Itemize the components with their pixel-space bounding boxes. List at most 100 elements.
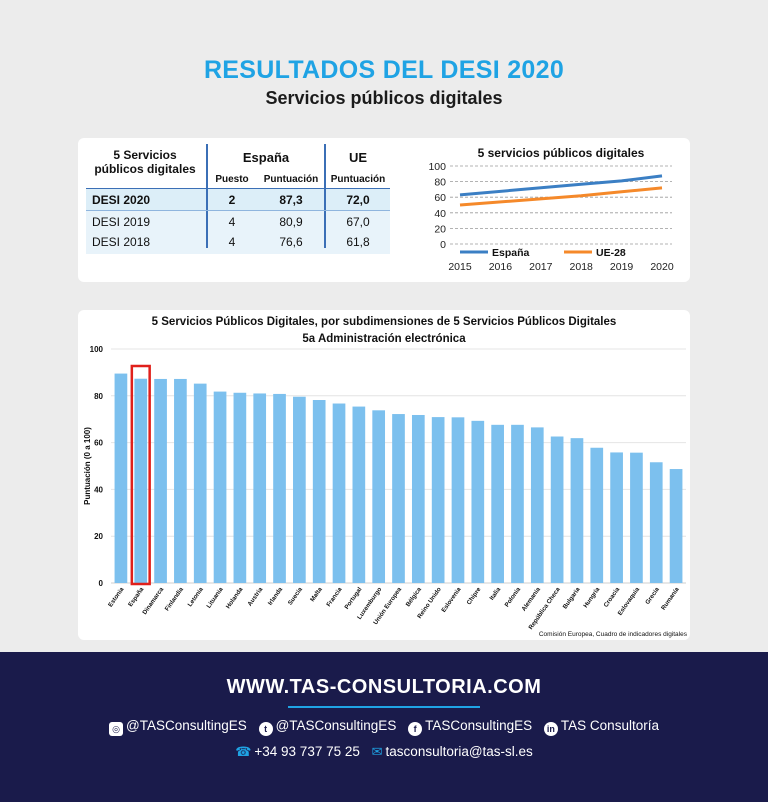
y-tick-label: 100 bbox=[428, 161, 446, 173]
facebook-icon: f bbox=[408, 722, 423, 736]
bar bbox=[530, 427, 544, 583]
facebook-handle: TASConsultingES bbox=[425, 718, 533, 733]
x-tick-label: Rumanía bbox=[660, 586, 681, 612]
y-tick-label: 60 bbox=[434, 192, 446, 204]
x-tick-label: Polonia bbox=[504, 586, 523, 609]
email-icon: ✉ bbox=[371, 744, 383, 759]
line-chart: 5 servicios públicos digitales 0 20 40 60 80 1… bbox=[428, 146, 674, 273]
bar bbox=[392, 414, 405, 583]
phone-link[interactable]: ☎ +34 93 737 75 25 bbox=[235, 744, 360, 760]
x-tick-label: Suecia bbox=[287, 586, 304, 607]
x-tick-label: 2020 bbox=[650, 261, 674, 273]
x-tick-label: Estonia bbox=[107, 586, 126, 609]
twitter-link[interactable]: t @TASConsultingES bbox=[258, 718, 397, 736]
x-tick-label: 2017 bbox=[529, 261, 553, 273]
instagram-icon: ◎ bbox=[109, 722, 124, 736]
table-col-puntuacion-ue: Puntuación bbox=[330, 174, 386, 185]
row-bg-2019 bbox=[86, 210, 390, 254]
x-tick-label: Alemania bbox=[520, 586, 542, 613]
footer: WWW.TAS-CONSULTORIA.COM ◎ @TASConsultingE… bbox=[0, 652, 768, 802]
table-row-ue: 61,8 bbox=[346, 235, 370, 249]
x-tick-label: Holanda bbox=[225, 586, 245, 610]
instagram-link[interactable]: ◎ @TASConsultingES bbox=[109, 718, 247, 736]
bar bbox=[550, 436, 564, 583]
bar bbox=[293, 396, 306, 583]
x-tick-label: Letonia bbox=[187, 586, 206, 608]
bar-chart: 5 Servicios Públicos Digitales, por subd… bbox=[83, 316, 688, 638]
bar bbox=[630, 452, 643, 583]
table-group-ue: UE bbox=[348, 150, 368, 165]
x-tick-label: Bulgaria bbox=[562, 586, 582, 611]
bar bbox=[134, 378, 148, 583]
y-tick-label: 40 bbox=[434, 208, 446, 220]
bar bbox=[669, 469, 683, 583]
bar bbox=[154, 378, 167, 583]
x-tick-label: Grecia bbox=[644, 586, 661, 606]
y-tick-label: 20 bbox=[94, 532, 103, 541]
phone-number: +34 93 737 75 25 bbox=[254, 744, 360, 759]
table-row-label: DESI 2018 bbox=[92, 235, 151, 249]
bar bbox=[372, 410, 386, 583]
table-col-puesto: Puesto bbox=[215, 174, 249, 185]
table-divider-1 bbox=[206, 144, 208, 248]
bar bbox=[253, 393, 267, 583]
x-tick-label: Francia bbox=[325, 586, 344, 609]
table-col-puntuacion: Puntuación bbox=[263, 174, 319, 185]
bar-chart-subtitle: 5a Administración electrónica bbox=[302, 333, 466, 345]
linkedin-link[interactable]: in TAS Consultoría bbox=[543, 718, 659, 736]
x-tick-label: Irlanda bbox=[267, 586, 285, 607]
x-tick-label: Bélgica bbox=[405, 586, 424, 609]
x-tick-label: Croacia bbox=[602, 586, 621, 609]
bar bbox=[471, 420, 485, 583]
x-tick-label: 2019 bbox=[610, 261, 634, 273]
source-note: Comisión Europea, Cuadro de indicadores … bbox=[539, 631, 688, 638]
bar bbox=[511, 424, 524, 583]
table-group-espana: España bbox=[242, 150, 290, 165]
linkedin-handle: TAS Consultoría bbox=[560, 718, 659, 733]
x-tick-label: Malta bbox=[309, 586, 324, 603]
desi-table: 5 Servicios públicos digitales España UE… bbox=[86, 144, 390, 256]
twitter-icon: t bbox=[258, 722, 273, 736]
bar bbox=[570, 438, 584, 583]
bar bbox=[332, 403, 346, 583]
bar bbox=[193, 383, 207, 583]
x-tick-label: Portugal bbox=[343, 586, 363, 611]
table-row-puesto: 2 bbox=[228, 193, 236, 207]
table-row-label: DESI 2020 bbox=[92, 193, 151, 207]
website-underline bbox=[288, 706, 480, 708]
series-line-espa-a bbox=[459, 174, 663, 197]
table-row-puesto: 4 bbox=[228, 215, 236, 229]
table-corner-line1: 5 Servicios bbox=[113, 148, 177, 162]
table-header-rule bbox=[86, 188, 390, 189]
y-tick-label: 0 bbox=[99, 579, 104, 588]
bar bbox=[273, 393, 286, 583]
facebook-link[interactable]: f TASConsultingES bbox=[408, 718, 532, 736]
line-chart-title: 5 servicios públicos digitales bbox=[478, 146, 645, 160]
x-tick-label: 2015 bbox=[448, 261, 472, 273]
x-tick-label: Eslovenia bbox=[440, 586, 463, 614]
legend-label: España bbox=[492, 247, 530, 259]
bar bbox=[491, 424, 504, 583]
email-link[interactable]: ✉ tasconsultoria@tas-sl.es bbox=[372, 744, 533, 760]
table-row-rule bbox=[86, 210, 390, 211]
bar bbox=[451, 417, 465, 583]
twitter-handle: @TASConsultingES bbox=[275, 718, 397, 733]
x-tick-label: España bbox=[127, 586, 146, 609]
website-link[interactable]: WWW.TAS-CONSULTORIA.COM bbox=[226, 676, 542, 698]
bar-chart-card: 5 Servicios Públicos Digitales, por subd… bbox=[78, 310, 690, 640]
bar bbox=[312, 400, 326, 583]
y-tick-label: 40 bbox=[94, 485, 103, 494]
y-axis-label: Puntuación (0 a 100) bbox=[83, 427, 92, 505]
x-tick-label: Lituania bbox=[205, 586, 225, 610]
x-tick-label: Austria bbox=[246, 586, 264, 608]
bar bbox=[610, 452, 623, 583]
series-line-ue-28 bbox=[459, 186, 663, 207]
table-corner-line2: públicos digitales bbox=[94, 162, 196, 176]
table-divider-2 bbox=[324, 144, 326, 248]
contact-info: ☎ +34 93 737 75 25 ✉ tasconsultoria@tas-sl… bbox=[0, 744, 768, 760]
bar bbox=[352, 406, 366, 583]
table-row-puntuacion: 80,9 bbox=[279, 215, 303, 229]
instagram-handle: @TASConsultingES bbox=[126, 718, 247, 733]
table-row-puntuacion: 87,3 bbox=[279, 193, 303, 207]
bar bbox=[649, 462, 663, 583]
